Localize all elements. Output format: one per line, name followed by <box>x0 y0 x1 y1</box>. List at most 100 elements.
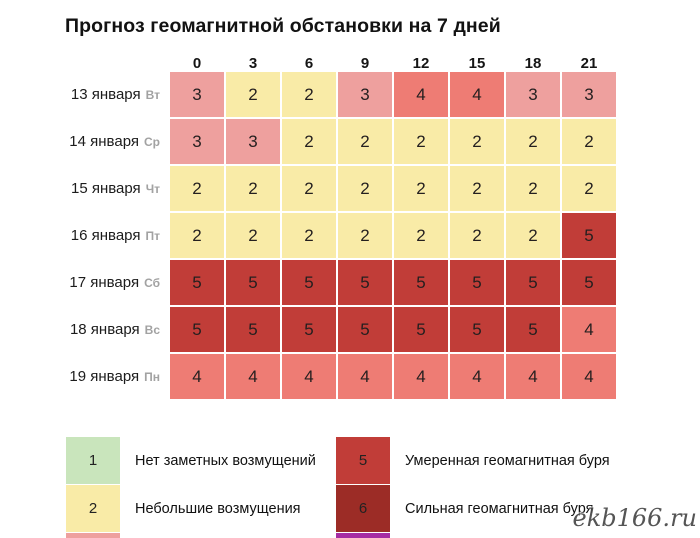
legend-label: Сильная геомагнитная буря <box>405 500 594 517</box>
table-row: 16 января Пт 2 2 2 2 2 2 2 5 <box>0 213 616 258</box>
legend-swatch: 6 <box>336 485 390 532</box>
date-label: 15 января <box>70 180 141 197</box>
forecast-cell: 4 <box>394 72 448 117</box>
forecast-cell: 5 <box>226 260 280 305</box>
hour-header: 6 <box>304 55 314 72</box>
forecast-cell: 2 <box>338 166 392 211</box>
row-label: 13 января Вт <box>0 72 170 117</box>
forecast-cell: 5 <box>338 307 392 352</box>
forecast-cell: 2 <box>450 166 504 211</box>
forecast-cell: 3 <box>170 119 224 164</box>
legend-label: Небольшие возмущения <box>135 500 301 517</box>
date-label: 17 января <box>69 274 140 291</box>
forecast-cell: 4 <box>226 354 280 399</box>
table-row: 14 января Ср 3 3 2 2 2 2 2 2 <box>0 119 616 164</box>
forecast-cell: 2 <box>562 166 616 211</box>
forecast-cell: 2 <box>226 213 280 258</box>
forecast-cell: 3 <box>562 72 616 117</box>
forecast-cell: 2 <box>282 72 336 117</box>
forecast-cell: 2 <box>450 213 504 258</box>
weekday-label: Сб <box>144 275 160 290</box>
forecast-cell: 4 <box>450 354 504 399</box>
legend-swatch: 2 <box>66 485 120 532</box>
weekday-label: Ср <box>144 134 160 149</box>
row-label: 17 января Сб <box>0 260 170 305</box>
weekday-label: Пт <box>145 228 160 243</box>
forecast-cell: 4 <box>450 72 504 117</box>
weekday-label: Вт <box>145 87 160 102</box>
forecast-cell: 3 <box>506 72 560 117</box>
forecast-cell: 2 <box>226 72 280 117</box>
row-label: 16 января Пт <box>0 213 170 258</box>
forecast-cell: 3 <box>338 72 392 117</box>
forecast-cell: 2 <box>450 119 504 164</box>
hour-header: 21 <box>580 55 598 72</box>
legend-column-right: 5 Умеренная геомагнитная буря 6 Сильная гео… <box>336 437 610 538</box>
forecast-cell: 3 <box>170 72 224 117</box>
hour-header: 12 <box>412 55 430 72</box>
forecast-cell: 2 <box>170 166 224 211</box>
row-label: 15 января Чт <box>0 166 170 211</box>
forecast-cell: 2 <box>338 119 392 164</box>
date-label: 18 января <box>69 321 140 338</box>
hour-header: 15 <box>468 55 486 72</box>
hours-header-row: 0 3 6 9 12 15 18 21 <box>170 55 616 72</box>
legend-label: Умеренная геомагнитная буря <box>405 452 610 469</box>
table-row: 19 января Пн 4 4 4 4 4 4 4 4 <box>0 354 616 399</box>
forecast-cell: 3 <box>226 119 280 164</box>
page-title: Прогноз геомагнитной обстановки на 7 дне… <box>65 15 501 37</box>
forecast-cell: 4 <box>170 354 224 399</box>
date-label: 13 января <box>70 86 141 103</box>
forecast-cell: 5 <box>562 260 616 305</box>
forecast-cell: 5 <box>506 260 560 305</box>
forecast-cell: 2 <box>506 119 560 164</box>
legend-swatch: 1 <box>66 437 120 484</box>
forecast-cell: 2 <box>506 166 560 211</box>
forecast-cell: 5 <box>450 307 504 352</box>
forecast-cell: 5 <box>394 260 448 305</box>
table-row: 13 января Вт 3 2 2 3 4 4 3 3 <box>0 72 616 117</box>
forecast-cell: 4 <box>282 354 336 399</box>
legend-item: 1 Нет заметных возмущений <box>66 437 316 484</box>
forecast-cell: 5 <box>506 307 560 352</box>
forecast-cell: 5 <box>282 260 336 305</box>
legend-item: 5 Умеренная геомагнитная буря <box>336 437 610 484</box>
forecast-cell: 2 <box>394 119 448 164</box>
table-row: 15 января Чт 2 2 2 2 2 2 2 2 <box>0 166 616 211</box>
forecast-cell: 4 <box>562 354 616 399</box>
forecast-cell: 2 <box>506 213 560 258</box>
forecast-cell: 2 <box>338 213 392 258</box>
forecast-cell: 2 <box>282 213 336 258</box>
forecast-cell: 2 <box>282 166 336 211</box>
forecast-cell: 2 <box>394 166 448 211</box>
legend-swatch: 5 <box>336 437 390 484</box>
hour-header: 3 <box>248 55 258 72</box>
forecast-cell: 5 <box>450 260 504 305</box>
forecast-cell: 2 <box>562 119 616 164</box>
forecast-cell: 5 <box>394 307 448 352</box>
forecast-cell: 2 <box>394 213 448 258</box>
forecast-cell: 2 <box>170 213 224 258</box>
forecast-cell: 4 <box>506 354 560 399</box>
hour-header: 18 <box>524 55 542 72</box>
legend-partial-swatch <box>66 533 120 538</box>
weekday-label: Пн <box>144 369 160 384</box>
row-label: 18 января Вс <box>0 307 170 352</box>
forecast-cell: 5 <box>562 213 616 258</box>
forecast-cell: 5 <box>170 260 224 305</box>
date-label: 14 января <box>69 133 139 150</box>
forecast-cell: 2 <box>226 166 280 211</box>
forecast-cell: 5 <box>170 307 224 352</box>
row-label: 19 января Пн <box>0 354 170 399</box>
watermark: ekb166.ru <box>572 504 697 532</box>
legend-item: 6 Сильная геомагнитная буря <box>336 485 610 532</box>
weekday-label: Чт <box>145 181 160 196</box>
date-label: 16 января <box>70 227 141 244</box>
legend-label: Нет заметных возмущений <box>135 452 316 469</box>
table-row: 18 января Вс 5 5 5 5 5 5 5 4 <box>0 307 616 352</box>
